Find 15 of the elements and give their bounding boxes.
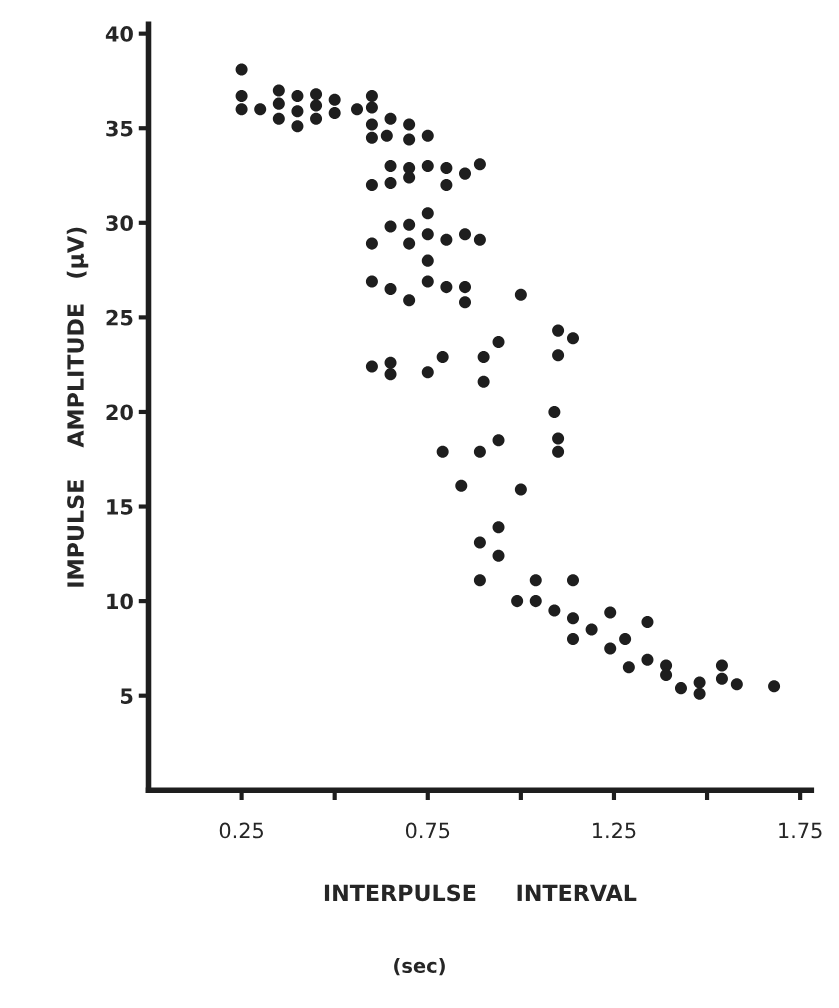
x-axis-title: INTERPULSE INTERVAL — [324, 884, 637, 902]
y-tick-label: 25 — [106, 309, 133, 326]
x-tick-label: 1.25 — [593, 822, 636, 839]
x-tick-label: 0.75 — [405, 822, 450, 839]
y-axis-title: IMPULSE AMPLITUDE (µV) — [66, 227, 89, 587]
y-tick-label: 30 — [106, 215, 133, 232]
y-tick-label: 5 — [121, 688, 133, 704]
y-tick-label: 15 — [107, 499, 133, 515]
y-tick-label: 10 — [107, 593, 133, 610]
x-tick-label: 0.25 — [219, 822, 263, 839]
text: (sec) — [394, 957, 445, 976]
y-tick-label: 35 — [106, 120, 133, 137]
y-tick-label: 40 — [105, 26, 133, 42]
y-tick-label: 20 — [106, 404, 133, 421]
x-tick-label: 1.75 — [779, 822, 822, 839]
